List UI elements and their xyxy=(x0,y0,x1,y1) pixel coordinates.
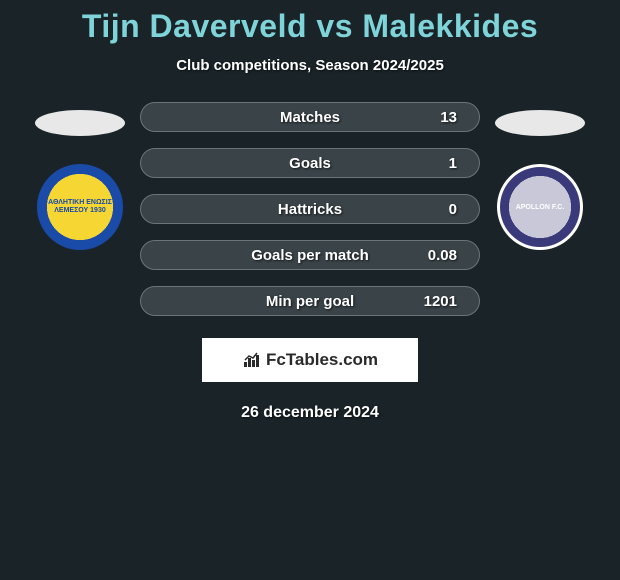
chart-icon xyxy=(242,352,262,368)
stat-bar-goals-per-match: Goals per match 0.08 xyxy=(140,240,480,270)
stat-value: 1201 xyxy=(424,293,457,310)
right-club-badge-text: APOLLON F.C. xyxy=(516,204,565,211)
stat-label: Goals per match xyxy=(251,247,369,264)
right-club-badge: APOLLON F.C. xyxy=(497,164,583,250)
left-club-badge-text: ΑΘΛΗΤΙΚΗ ΕΝΩΣΙΣ ΛΕΜΕΣΟΥ 1930 xyxy=(41,199,119,214)
left-player-ellipse xyxy=(35,110,125,136)
right-side: APOLLON F.C. xyxy=(485,102,595,250)
stat-label: Min per goal xyxy=(266,293,354,310)
stat-bar-goals: Goals 1 xyxy=(140,148,480,178)
subtitle: Club competitions, Season 2024/2025 xyxy=(176,57,444,74)
stat-value: 1 xyxy=(449,155,457,172)
stat-label: Hattricks xyxy=(278,201,342,218)
stat-bar-matches: Matches 13 xyxy=(140,102,480,132)
stats-column: Matches 13 Goals 1 Hattricks 0 Goals per… xyxy=(135,102,485,316)
stat-label: Goals xyxy=(289,155,331,172)
brand-text: FcTables.com xyxy=(266,350,378,370)
brand-box: FcTables.com xyxy=(202,338,418,382)
stat-label: Matches xyxy=(280,109,340,126)
infographic-root: Tijn Daverveld vs Malekkides Club compet… xyxy=(0,0,620,422)
stat-bar-min-per-goal: Min per goal 1201 xyxy=(140,286,480,316)
stat-bar-hattricks: Hattricks 0 xyxy=(140,194,480,224)
left-club-badge: ΑΘΛΗΤΙΚΗ ΕΝΩΣΙΣ ΛΕΜΕΣΟΥ 1930 xyxy=(37,164,123,250)
page-title: Tijn Daverveld vs Malekkides xyxy=(82,8,538,45)
main-row: ΑΘΛΗΤΙΚΗ ΕΝΩΣΙΣ ΛΕΜΕΣΟΥ 1930 Matches 13 … xyxy=(0,102,620,316)
stat-value: 13 xyxy=(440,109,457,126)
stat-value: 0.08 xyxy=(428,247,457,264)
date-text: 26 december 2024 xyxy=(241,404,379,422)
stat-value: 0 xyxy=(449,201,457,218)
left-side: ΑΘΛΗΤΙΚΗ ΕΝΩΣΙΣ ΛΕΜΕΣΟΥ 1930 xyxy=(25,102,135,250)
right-player-ellipse xyxy=(495,110,585,136)
